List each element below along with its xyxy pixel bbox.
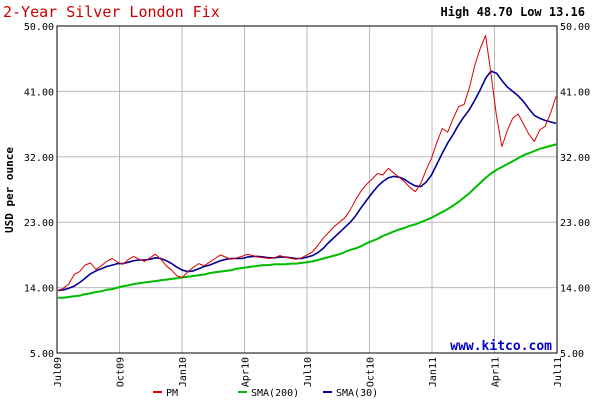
y-axis-label: USD per ounce xyxy=(3,147,16,233)
y-tick-label-left: 32.00 xyxy=(24,153,54,164)
chart-title: 2-Year Silver London Fix xyxy=(3,3,220,21)
y-tick-label-left: 23.00 xyxy=(24,218,54,229)
x-tick-label: Jul10 xyxy=(303,357,314,387)
series-layer xyxy=(57,34,557,299)
x-tick-label: Jan10 xyxy=(178,357,189,387)
series-line-pm xyxy=(57,34,557,291)
y-tick-label-left: 50.00 xyxy=(24,22,54,33)
y-tick-label-right: 50.00 xyxy=(560,22,590,33)
legend-label: SMA(200) xyxy=(251,388,299,399)
legend-label: SMA(30) xyxy=(336,388,378,399)
legend: PM SMA(200) SMA(30) xyxy=(153,388,378,399)
watermark: www.kitco.com xyxy=(450,339,552,354)
y-tick-label-right: 32.00 xyxy=(560,153,590,164)
x-tick-label: Oct10 xyxy=(366,357,377,387)
legend-label: PM xyxy=(166,388,178,399)
y-tick-label-left: 14.00 xyxy=(24,284,54,295)
y-tick-label-right: 23.00 xyxy=(560,218,590,229)
x-tick-label: Jul09 xyxy=(53,357,64,387)
y-tick-label-left: 5.00 xyxy=(30,349,54,360)
plot-frame xyxy=(56,25,558,354)
series-line-sma200 xyxy=(58,143,557,299)
x-tick-label: Apr10 xyxy=(241,357,252,387)
x-tick-label: Jan11 xyxy=(428,357,439,387)
tick-labels: 50.00 50.00 41.00 41.00 32.00 32.00 23.00 23.00… xyxy=(24,22,590,387)
y-tick-label-left: 41.00 xyxy=(24,87,54,98)
x-tick-label: Oct09 xyxy=(116,357,127,387)
y-tick-label-right: 5.00 xyxy=(560,349,584,360)
high-low-label: High 48.70 Low 13.16 xyxy=(441,5,586,19)
x-tick-label: Apr11 xyxy=(491,357,502,387)
x-tick-label: Jul11 xyxy=(553,357,564,387)
grid xyxy=(57,26,557,353)
y-tick-label-right: 14.00 xyxy=(560,284,590,295)
y-tick-label-right: 41.00 xyxy=(560,87,590,98)
